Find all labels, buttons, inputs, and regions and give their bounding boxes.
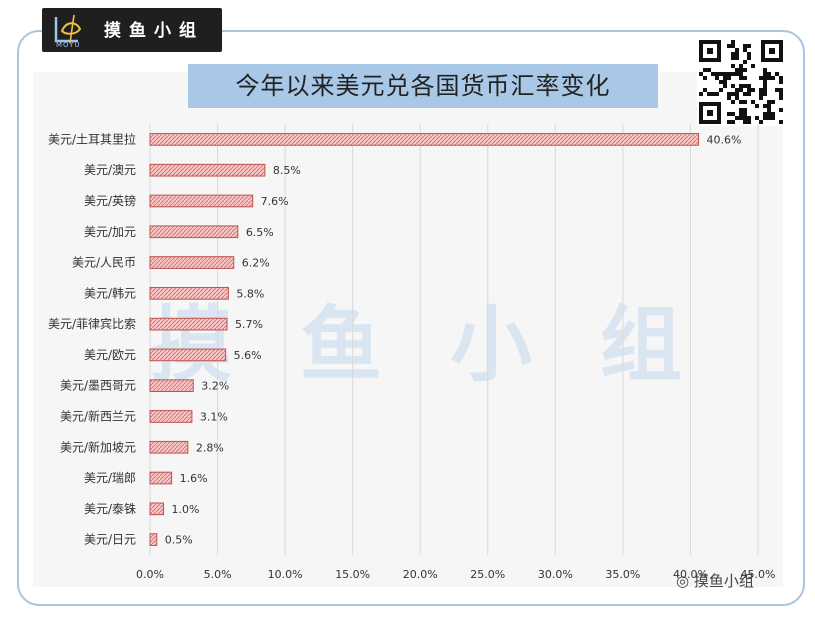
- wechat-icon: ◎: [676, 572, 694, 590]
- category-label: 美元/澳元: [84, 163, 136, 177]
- category-label: 美元/新加坡元: [60, 439, 136, 454]
- chart-title: 今年以来美元兑各国货币汇率变化: [235, 72, 611, 100]
- bar: [149, 286, 229, 300]
- fish-logo-icon: [54, 14, 82, 44]
- x-tick-label: 30.0%: [538, 568, 573, 581]
- x-tick-label: 0.0%: [136, 568, 164, 581]
- brand-text: 摸鱼小组: [693, 572, 754, 590]
- value-label: 2.8%: [196, 441, 224, 454]
- gridlines: [149, 124, 759, 555]
- value-label: 5.8%: [236, 287, 264, 300]
- bar: [149, 471, 173, 485]
- chart-title-box: 今年以来美元兑各国货币汇率变化: [188, 64, 658, 108]
- category-label: 美元/墨西哥元: [60, 379, 136, 393]
- bar: [149, 379, 194, 393]
- category-label: 美元/土耳其里拉: [48, 131, 136, 146]
- x-tick-label: 35.0%: [605, 568, 640, 581]
- category-label: 美元/韩元: [84, 285, 136, 300]
- x-tick-label: 25.0%: [470, 568, 505, 581]
- x-tick-label: 15.0%: [335, 568, 370, 581]
- bar: [149, 194, 254, 208]
- category-label: 美元/英镑: [84, 193, 136, 208]
- x-tick-label: 10.0%: [268, 568, 303, 581]
- bar: [149, 348, 227, 362]
- value-labels: 40.6% 8.5% 7.6% 6.5% 6.2% 5.8% 5.7% 5.6% 3.2% 3.1…: [165, 133, 742, 546]
- logo-subtext: MOYU: [56, 41, 81, 49]
- category-label: 美元/瑞郎: [84, 471, 136, 485]
- category-label: 美元/日元: [84, 533, 136, 547]
- bar: [149, 502, 165, 516]
- value-label: 5.7%: [235, 318, 263, 331]
- category-label: 美元/人民币: [72, 256, 136, 270]
- x-tick-label: 40.0%: [673, 568, 708, 581]
- value-label: 5.6%: [234, 349, 262, 362]
- category-labels: 美元/土耳其里拉美元/澳元美元/英镑美元/加元美元/人民币美元/韩元美元/菲律宾…: [48, 131, 136, 546]
- x-tick-labels: 0.0% 5.0% 10.0% 15.0% 20.0% 25.0% 30.0% 35.0% 40…: [136, 568, 775, 581]
- category-label: 美元/新西兰元: [60, 408, 136, 423]
- logo-text: 摸鱼小组: [104, 21, 204, 41]
- value-label: 7.6%: [261, 195, 289, 208]
- bar: [149, 410, 193, 423]
- category-label: 美元/菲律宾比索: [48, 316, 136, 331]
- x-tick-label: 20.0%: [403, 568, 438, 581]
- bar: [149, 440, 189, 454]
- value-label: 3.2%: [201, 380, 229, 393]
- bar: [149, 533, 158, 546]
- value-label: 6.2%: [242, 257, 270, 270]
- bar: [149, 163, 266, 177]
- category-label: 美元/欧元: [84, 348, 136, 362]
- bar: [149, 317, 228, 331]
- value-label: 1.0%: [172, 503, 200, 516]
- logo: 摸鱼小组 MOYU: [42, 8, 222, 52]
- qr-code-icon: [697, 38, 785, 126]
- bar: [149, 225, 239, 239]
- value-label: 6.5%: [246, 226, 274, 239]
- value-label: 1.6%: [180, 472, 208, 485]
- value-label: 40.6%: [707, 133, 742, 146]
- value-label: 0.5%: [165, 534, 193, 547]
- x-tick-label: 5.0%: [204, 568, 232, 581]
- value-label: 8.5%: [273, 164, 301, 177]
- category-label: 美元/泰铢: [84, 501, 136, 516]
- x-tick-label: 45.0%: [741, 568, 776, 581]
- bar: [149, 256, 235, 269]
- category-label: 美元/加元: [84, 225, 136, 239]
- bars: [149, 133, 700, 546]
- value-label: 3.1%: [200, 410, 228, 423]
- bar: [149, 133, 700, 146]
- brand-footer: ◎ 摸鱼小组: [676, 570, 754, 591]
